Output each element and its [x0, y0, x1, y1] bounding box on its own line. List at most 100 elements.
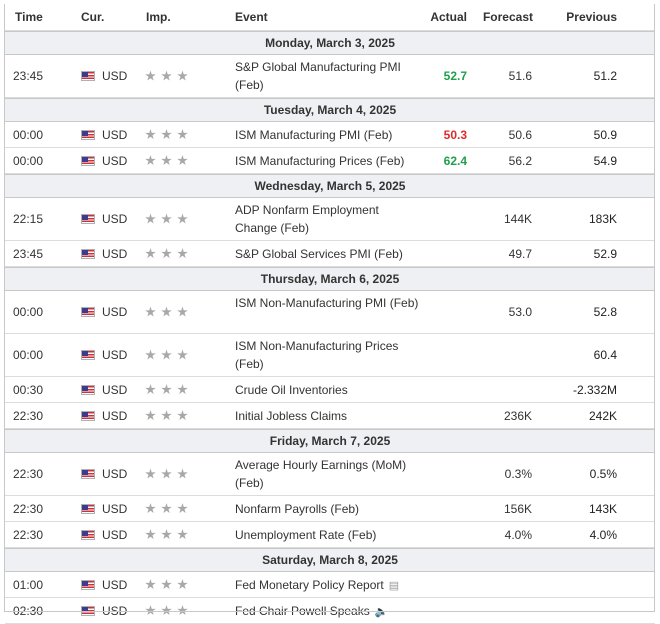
- day-header: Thursday, March 6, 2025: [5, 267, 655, 291]
- us-flag-icon: [81, 605, 95, 616]
- header-event[interactable]: Event: [235, 10, 268, 24]
- star-icon: [161, 529, 172, 540]
- event-forecast: 49.7: [508, 246, 532, 261]
- us-flag-icon: [81, 214, 95, 224]
- event-name[interactable]: ISM Non-Manufacturing Prices (Feb): [235, 337, 420, 373]
- event-name-text: S&P Global Manufacturing PMI (Feb): [235, 60, 401, 92]
- event-row[interactable]: 01:00 USD Fed Monetary Policy Report ▤: [5, 572, 655, 598]
- header-currency[interactable]: Cur.: [81, 10, 105, 24]
- currency-code: USD: [102, 382, 128, 397]
- event-row[interactable]: 22:30 USD Initial Jobless Claims 236K 242K: [5, 403, 655, 429]
- star-icon: [161, 155, 172, 166]
- event-previous: -2.332M: [572, 382, 617, 397]
- event-row[interactable]: 22:30 USD Average Hourly Earnings (MoM) (F…: [5, 453, 655, 496]
- event-forecast: 53.0: [508, 305, 532, 319]
- header-actual[interactable]: Actual: [430, 10, 467, 24]
- importance-stars: [145, 579, 193, 590]
- event-name-text: ADP Nonfarm Employment Change (Feb): [235, 203, 379, 235]
- event-row[interactable]: 00:00 USD ISM Manufacturing Prices (Feb) 62…: [5, 148, 655, 174]
- currency-code: USD: [102, 527, 128, 542]
- event-name[interactable]: Average Hourly Earnings (MoM) (Feb): [235, 456, 420, 492]
- report-icon[interactable]: ▤: [388, 579, 400, 592]
- event-previous: 52.9: [593, 246, 617, 261]
- header-time[interactable]: Time: [15, 10, 43, 24]
- header-importance[interactable]: Imp.: [146, 10, 171, 24]
- event-previous: 183K: [588, 212, 617, 226]
- star-icon: [177, 213, 188, 224]
- star-icon: [145, 468, 156, 479]
- header-previous[interactable]: Previous: [566, 10, 617, 24]
- star-icon: [177, 410, 188, 421]
- currency-code: USD: [102, 305, 128, 319]
- us-flag-icon: [81, 307, 95, 317]
- event-name[interactable]: S&P Global Services PMI (Feb): [235, 247, 420, 261]
- event-forecast: 0.3%: [504, 467, 532, 481]
- us-flag-icon: [81, 248, 95, 259]
- speaker-icon[interactable]: 🔈: [374, 605, 389, 618]
- us-flag-icon: [81, 503, 95, 514]
- event-name[interactable]: Initial Jobless Claims: [235, 409, 420, 423]
- currency-code: USD: [102, 348, 128, 362]
- us-flag-icon: [81, 129, 95, 140]
- event-time: 00:00: [13, 348, 44, 362]
- currency-code: USD: [102, 408, 128, 423]
- event-currency: USD: [81, 128, 127, 142]
- event-row[interactable]: 22:30 USD Nonfarm Payrolls (Feb) 156K 143K: [5, 496, 655, 522]
- event-row[interactable]: 22:15 USD ADP Nonfarm Employment Change (F…: [5, 198, 655, 241]
- star-icon: [145, 129, 156, 140]
- event-time: 22:30: [13, 501, 44, 516]
- event-currency: USD: [81, 212, 127, 226]
- header-forecast[interactable]: Forecast: [482, 10, 533, 24]
- event-row[interactable]: 02:30 USD Fed Chair Powell Speaks 🔈: [5, 598, 655, 624]
- event-name[interactable]: ADP Nonfarm Employment Change (Feb): [235, 201, 420, 237]
- event-forecast: 144K: [503, 212, 532, 226]
- event-time: 23:45: [13, 246, 44, 261]
- star-icon: [161, 384, 172, 395]
- event-row[interactable]: 22:30 USD Unemployment Rate (Feb) 4.0% 4.0%: [5, 522, 655, 548]
- event-time: 00:00: [13, 153, 44, 168]
- star-icon: [145, 349, 156, 360]
- star-icon: [161, 579, 172, 590]
- currency-code: USD: [102, 69, 128, 83]
- event-name[interactable]: ISM Manufacturing Prices (Feb): [235, 154, 420, 168]
- event-name[interactable]: ISM Manufacturing PMI (Feb): [235, 128, 420, 142]
- star-icon: [161, 129, 172, 140]
- event-row[interactable]: 00:00 USD ISM Manufacturing PMI (Feb) 50.3 5…: [5, 122, 655, 148]
- event-name-text: Unemployment Rate (Feb): [235, 527, 377, 542]
- star-icon: [161, 410, 172, 421]
- event-currency: USD: [81, 69, 127, 83]
- event-row[interactable]: 23:45 USD S&P Global Manufacturing PMI (Fe…: [5, 55, 655, 98]
- event-name[interactable]: S&P Global Manufacturing PMI (Feb): [235, 58, 420, 94]
- event-time: 23:45: [13, 69, 44, 83]
- event-row[interactable]: 00:00 USD ISM Non-Manufacturing PMI (Feb) 5…: [5, 291, 655, 334]
- star-icon: [145, 248, 156, 259]
- event-forecast: 4.0%: [504, 527, 532, 542]
- event-name[interactable]: Crude Oil Inventories: [235, 383, 420, 397]
- event-row[interactable]: 00:30 USD Crude Oil Inventories -2.332M: [5, 377, 655, 403]
- event-name[interactable]: Fed Monetary Policy Report ▤: [235, 577, 420, 591]
- day-header: Monday, March 3, 2025: [5, 31, 655, 55]
- us-flag-icon: [81, 350, 95, 360]
- economic-calendar-table: Time Cur. Imp. Event Actual Forecast Pre…: [5, 4, 655, 624]
- event-name[interactable]: Nonfarm Payrolls (Feb): [235, 502, 420, 516]
- event-time: 00:30: [13, 382, 44, 397]
- event-row[interactable]: 23:45 USD S&P Global Services PMI (Feb) 49.…: [5, 241, 655, 267]
- currency-code: USD: [102, 603, 128, 618]
- event-actual: 52.7: [443, 69, 467, 83]
- day-header: Wednesday, March 5, 2025: [5, 174, 655, 198]
- us-flag-icon: [81, 579, 95, 590]
- event-currency: USD: [81, 247, 127, 261]
- event-name[interactable]: Unemployment Rate (Feb): [235, 528, 420, 542]
- event-row[interactable]: 00:00 USD ISM Non-Manufacturing Prices (Fe…: [5, 334, 655, 377]
- star-icon: [145, 384, 156, 395]
- day-header: Saturday, March 8, 2025: [5, 548, 655, 572]
- event-name[interactable]: Fed Chair Powell Speaks 🔈: [235, 603, 420, 617]
- event-time: 01:00: [13, 577, 44, 592]
- table-body: Monday, March 3, 2025 23:45 USD S&P Global …: [5, 31, 655, 624]
- event-name[interactable]: ISM Non-Manufacturing PMI (Feb): [235, 294, 420, 312]
- event-time: 22:15: [13, 212, 44, 226]
- star-icon: [161, 349, 172, 360]
- event-forecast: 50.6: [508, 127, 532, 142]
- event-time: 22:30: [13, 467, 44, 481]
- star-icon: [177, 349, 188, 360]
